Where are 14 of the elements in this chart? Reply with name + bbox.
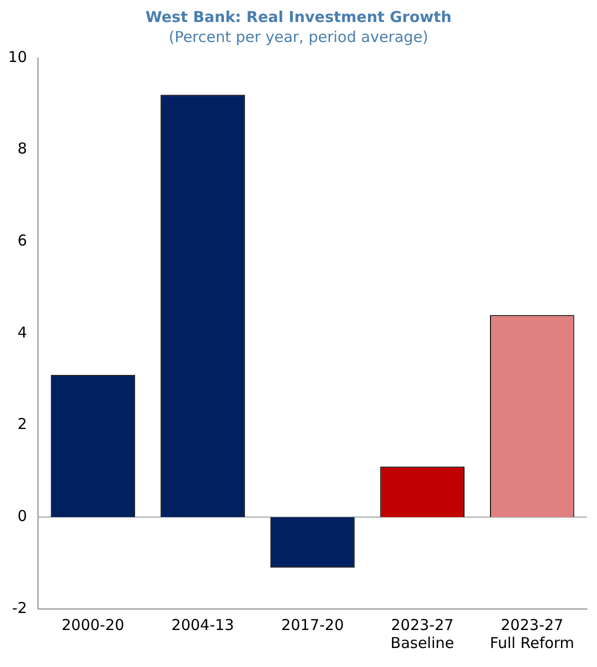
y-tick-label: 6 (18, 232, 28, 250)
x-tick-label: 2023-27 Baseline (390, 616, 454, 652)
y-tick-label: -2 (12, 598, 28, 617)
x-tick-label: 2000-20 (62, 616, 124, 634)
chart-title: West Bank: Real Investment Growth (144, 8, 453, 26)
y-tick-label: 10 (8, 48, 28, 66)
chart-subtitle: (Percent per year, period average) (168, 28, 430, 46)
x-tick-label: 2023-27 Full Reform (490, 616, 574, 652)
x-tick-label: 2004-13 (171, 616, 234, 634)
x-tick-label: 2017-20 (281, 616, 344, 634)
y-tick-label: 0 (18, 507, 28, 526)
y-tick-label: 4 (18, 323, 28, 342)
y-tick-label: 8 (18, 140, 28, 158)
y-tick-label: 2 (18, 415, 28, 434)
